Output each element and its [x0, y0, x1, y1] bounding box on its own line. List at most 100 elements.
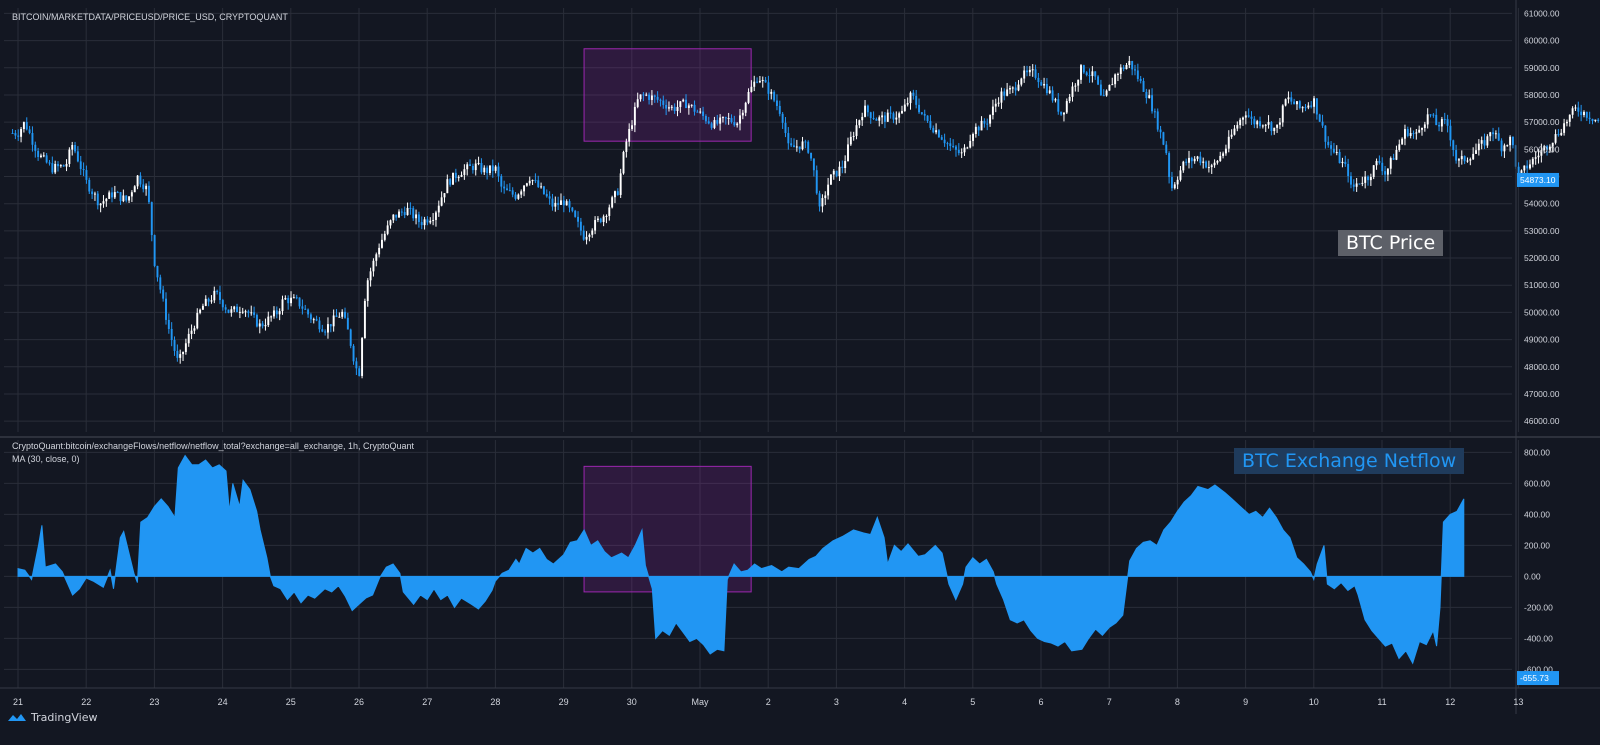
candle-body: [662, 100, 665, 105]
candle-body: [1170, 177, 1173, 189]
candle-body: [588, 234, 591, 237]
price-candles[interactable]: [11, 55, 1600, 379]
candle-body: [335, 315, 338, 317]
candle-body: [883, 115, 886, 122]
candle-body: [1585, 111, 1588, 118]
candle-body: [429, 220, 432, 223]
candle-body: [534, 180, 537, 182]
candle-body: [133, 186, 136, 193]
candle-body: [798, 146, 801, 150]
candle-body: [182, 351, 185, 355]
candle-body: [1085, 72, 1088, 76]
candle-body: [111, 192, 113, 198]
x-tick-label: 5: [970, 697, 975, 707]
candle-body: [1151, 95, 1154, 112]
candle-body: [1327, 141, 1330, 146]
candle-body: [398, 211, 400, 218]
candle-body: [278, 311, 281, 315]
candle-body: [1418, 129, 1421, 133]
candle-body: [756, 81, 759, 83]
candle-body: [1267, 122, 1270, 125]
candle-body: [744, 102, 747, 113]
price-y-tick-label: 48000.00: [1524, 362, 1560, 372]
price-y-tick-label: 59000.00: [1524, 63, 1560, 73]
candle-body: [801, 141, 804, 150]
candle-body: [329, 324, 332, 327]
candle-body: [267, 316, 270, 326]
candle-body: [238, 311, 241, 313]
candle-body: [383, 233, 386, 240]
candle-body: [1259, 121, 1262, 127]
candle-body: [1415, 132, 1418, 134]
candle-body: [986, 123, 989, 125]
candle-body: [676, 106, 679, 112]
price-y-tick-label: 53000.00: [1524, 226, 1560, 236]
price-highlight-box: [583, 48, 752, 142]
candle-body: [210, 300, 213, 302]
x-tick-label: 10: [1309, 697, 1319, 707]
candle-body: [1082, 65, 1085, 73]
candle-body: [1551, 142, 1554, 147]
candle-body: [1341, 161, 1344, 164]
candle-body: [1386, 168, 1389, 175]
candle-body: [807, 141, 810, 153]
candle-body: [687, 105, 690, 109]
candle-body: [1364, 176, 1367, 183]
candle-body: [1190, 157, 1193, 162]
candle-body: [1230, 134, 1233, 137]
candle-body: [838, 166, 841, 177]
candle-body: [454, 172, 457, 179]
candle-body: [1014, 87, 1017, 91]
candle-body: [1020, 78, 1023, 85]
candle-body: [1452, 140, 1455, 151]
candle-body: [554, 202, 557, 207]
candle-body: [142, 184, 145, 190]
candle-body: [1134, 69, 1136, 71]
candle-body: [1000, 91, 1003, 103]
candle-body: [1153, 111, 1156, 113]
candle-body: [1372, 165, 1375, 177]
candle-body: [1102, 95, 1105, 97]
netflow-area[interactable]: [17, 454, 1465, 665]
candle-body: [625, 141, 628, 152]
candle-body: [417, 214, 420, 223]
candle-body: [753, 81, 756, 87]
candle-body: [1227, 136, 1230, 149]
candle-body: [375, 254, 378, 261]
candle-body: [1173, 184, 1176, 189]
candle-body: [204, 298, 207, 306]
x-tick-label: 4: [902, 697, 907, 707]
candle-body: [119, 192, 122, 202]
candle-body: [511, 190, 514, 195]
candle-body: [1321, 121, 1324, 126]
flow-y-tick-label: 600.00: [1524, 478, 1550, 488]
candle-body: [1250, 116, 1253, 119]
candle-body: [1438, 125, 1441, 127]
candle-body: [434, 212, 437, 220]
candle-body: [156, 265, 159, 278]
candle-body: [869, 112, 872, 119]
candle-body: [11, 133, 14, 135]
candle-body: [1270, 122, 1273, 132]
candle-body: [471, 165, 474, 171]
candle-body: [1003, 91, 1006, 96]
candle-body: [275, 310, 278, 315]
candle-body: [804, 141, 807, 143]
candle-body: [426, 219, 429, 223]
candle-body: [62, 165, 65, 167]
candle-body: [520, 191, 523, 195]
candle-body: [829, 174, 832, 185]
candle-body: [889, 112, 892, 114]
candle-body: [304, 308, 307, 310]
candle-body: [324, 331, 327, 333]
candle-body: [68, 149, 71, 164]
candle-body: [309, 314, 312, 320]
candle-body: [1131, 60, 1134, 70]
tradingview-logo[interactable]: TradingView: [8, 711, 97, 724]
candle-body: [480, 162, 483, 173]
candle-body: [457, 176, 460, 179]
candle-body: [264, 325, 267, 327]
candle-body: [241, 311, 244, 313]
candle-body: [935, 130, 938, 133]
